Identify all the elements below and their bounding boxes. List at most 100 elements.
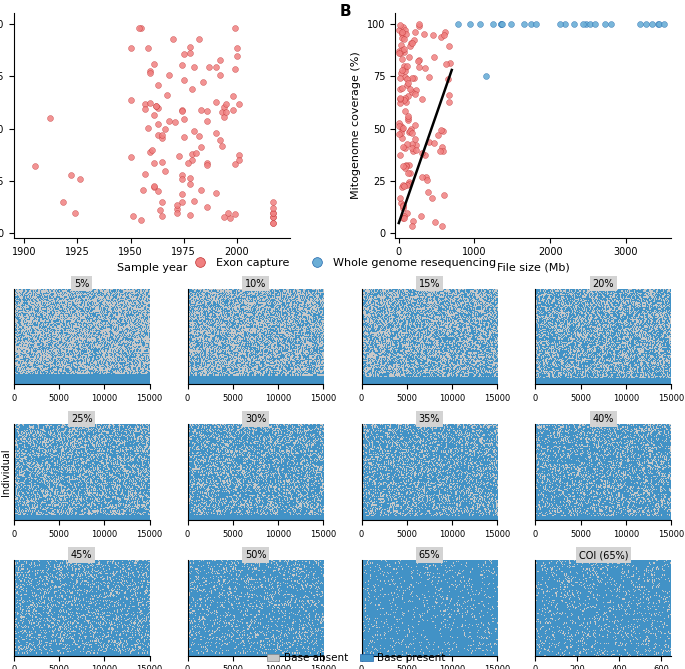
Point [395, 92, 406, 103]
Point [229, 64, 240, 74]
Point [653, 19, 664, 29]
Point [554, 19, 565, 29]
Point [395, 19, 406, 30]
Point [145, 68, 155, 78]
Point [140, 104, 151, 114]
Point [423, 72, 434, 83]
Point [216, 141, 227, 152]
Point [402, 138, 413, 149]
Point [395, 150, 406, 161]
Point [214, 70, 225, 80]
Y-axis label: Individual: Individual [1, 448, 11, 496]
Point [149, 181, 160, 192]
Point [426, 193, 437, 203]
Point [560, 19, 571, 29]
Point [176, 105, 187, 116]
Point [399, 63, 410, 74]
Point [647, 19, 658, 29]
Point [136, 215, 147, 225]
Point [195, 184, 206, 195]
Point [398, 213, 409, 223]
Point [157, 132, 168, 143]
Point [416, 94, 427, 104]
Point [395, 40, 406, 51]
Point [397, 142, 408, 153]
Point [394, 98, 405, 108]
Point [407, 146, 418, 157]
Point [404, 84, 415, 95]
Point [221, 106, 232, 117]
Point [423, 187, 434, 198]
Point [268, 211, 279, 222]
Point [397, 122, 408, 133]
Point [444, 96, 455, 107]
Point [397, 29, 408, 39]
Point [402, 110, 413, 121]
Title: 5%: 5% [74, 278, 89, 288]
Point [403, 160, 414, 171]
Point [127, 210, 138, 221]
Point [487, 19, 498, 29]
Point [145, 66, 155, 76]
Point [438, 29, 449, 40]
Point [203, 62, 214, 73]
Point [398, 21, 409, 32]
Point [414, 62, 425, 72]
Point [172, 204, 183, 215]
Point [227, 91, 238, 102]
Point [416, 172, 427, 183]
Point [394, 120, 405, 131]
Point [191, 148, 202, 159]
Point [407, 142, 418, 153]
Point [153, 119, 164, 130]
Point [394, 47, 405, 58]
Point [159, 124, 170, 135]
Point [399, 34, 410, 45]
Point [398, 181, 409, 191]
Point [140, 168, 151, 179]
Point [429, 216, 440, 227]
Point [396, 27, 407, 38]
Legend: Base absent, Base present: Base absent, Base present [263, 649, 449, 668]
Point [182, 158, 193, 169]
Point [408, 35, 419, 45]
Point [400, 66, 411, 77]
Point [397, 82, 408, 93]
Point [149, 182, 160, 193]
Point [159, 165, 170, 176]
Point [151, 101, 162, 112]
Point [142, 123, 153, 134]
Title: 65%: 65% [419, 550, 440, 560]
Point [414, 21, 425, 31]
Point [394, 46, 405, 57]
Point [153, 130, 164, 140]
Point [176, 60, 187, 71]
Point [172, 207, 183, 218]
Point [157, 210, 168, 221]
Point [140, 98, 151, 109]
Point [170, 116, 181, 127]
Point [176, 174, 187, 185]
Point [178, 49, 189, 60]
Point [429, 52, 440, 62]
Point [399, 106, 410, 116]
Point [151, 100, 162, 111]
Point [400, 24, 411, 35]
Text: B: B [340, 5, 351, 19]
Point [396, 65, 407, 76]
Point [475, 19, 486, 29]
Point [404, 125, 415, 136]
Point [496, 19, 507, 29]
Point [138, 185, 149, 195]
Point [412, 56, 423, 66]
Point [229, 159, 240, 169]
Point [453, 19, 464, 29]
Title: 35%: 35% [419, 414, 440, 424]
Point [193, 33, 204, 44]
Point [395, 68, 406, 78]
Point [201, 159, 212, 170]
Point [404, 177, 415, 187]
Point [420, 150, 431, 161]
Point [142, 42, 153, 53]
Point [408, 215, 419, 226]
